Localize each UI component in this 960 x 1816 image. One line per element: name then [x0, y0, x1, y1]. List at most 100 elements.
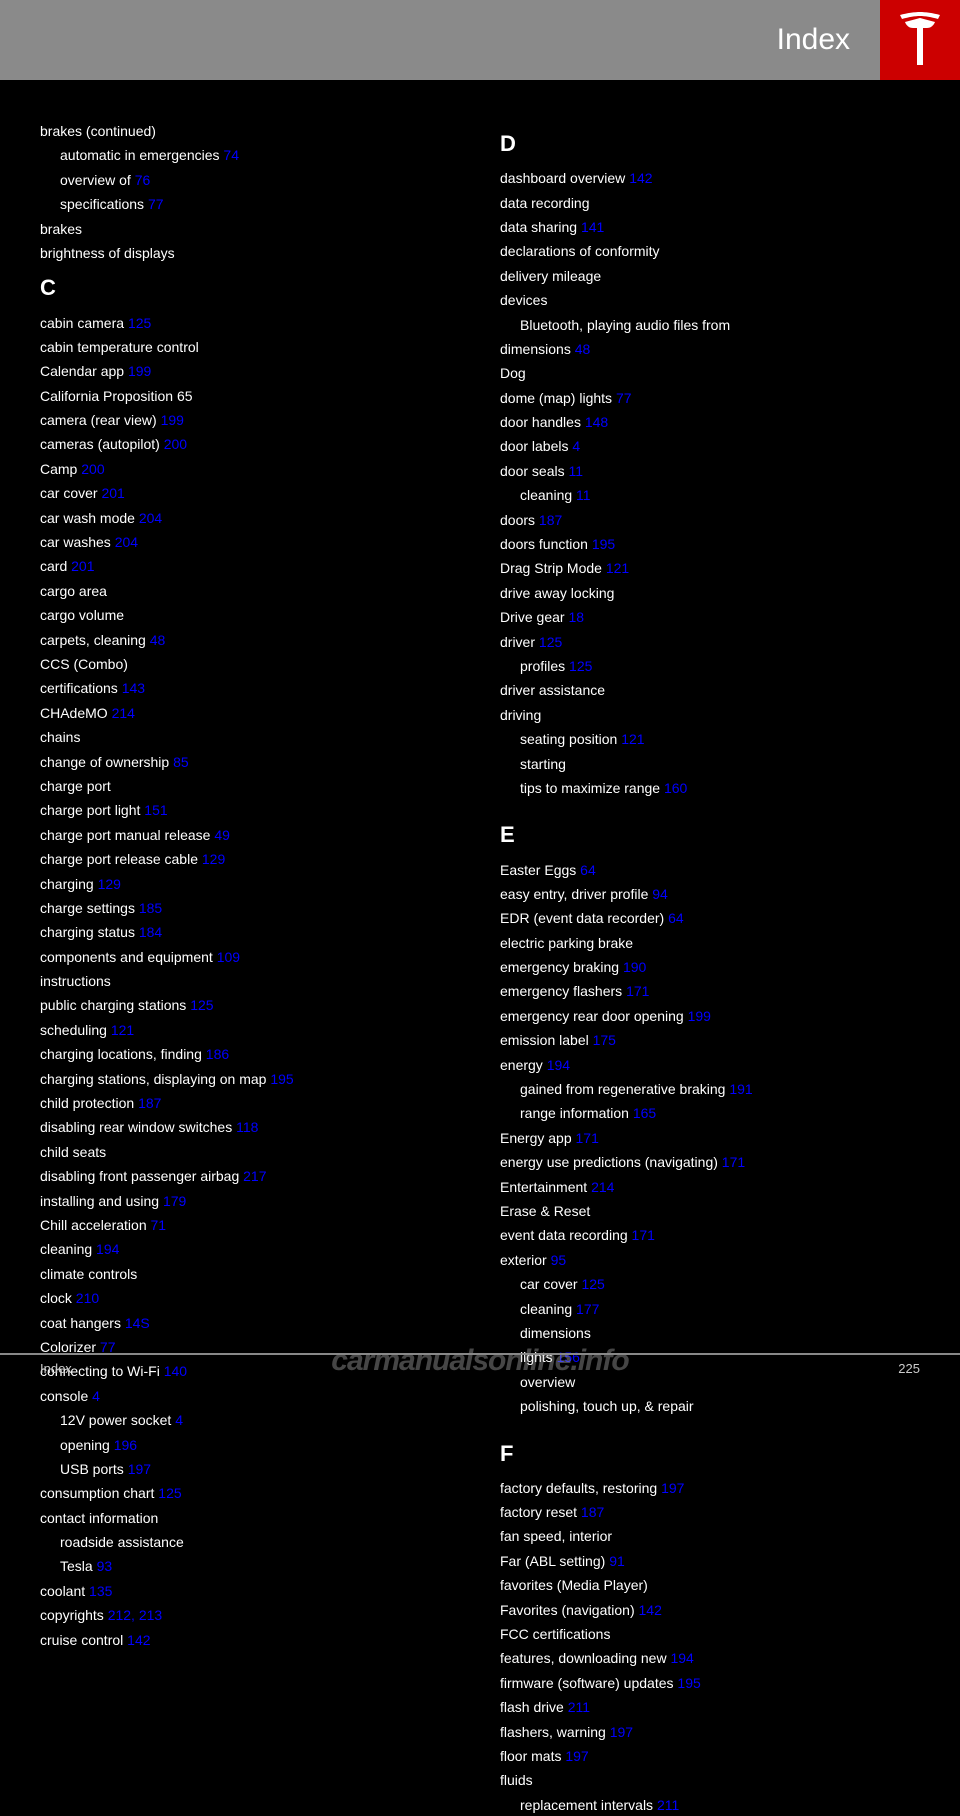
- page-ref[interactable]: 194: [96, 1241, 119, 1257]
- page-ref[interactable]: 135: [89, 1583, 112, 1599]
- page-ref[interactable]: 129: [202, 851, 225, 867]
- page-ref[interactable]: 77: [616, 390, 632, 406]
- page-ref[interactable]: 142: [629, 170, 652, 186]
- page-ref[interactable]: 217: [243, 1168, 266, 1184]
- entry-text: data sharing: [500, 219, 577, 235]
- entry-text: energy: [500, 1057, 543, 1073]
- page-ref[interactable]: 171: [626, 983, 649, 999]
- page-ref[interactable]: 151: [144, 802, 167, 818]
- page-ref[interactable]: 165: [633, 1105, 656, 1121]
- page-ref[interactable]: 125: [539, 634, 562, 650]
- page-ref[interactable]: 211: [657, 1797, 679, 1813]
- page-ref[interactable]: 186: [206, 1046, 229, 1062]
- page-ref[interactable]: 142: [639, 1602, 662, 1618]
- page-ref[interactable]: 210: [76, 1290, 99, 1306]
- page-ref[interactable]: 204: [139, 510, 162, 526]
- page-ref[interactable]: 125: [581, 1276, 604, 1292]
- page-ref[interactable]: 48: [150, 632, 166, 648]
- page-ref[interactable]: 118: [236, 1119, 258, 1135]
- page-ref[interactable]: 14S: [125, 1315, 150, 1331]
- page-ref[interactable]: 191: [729, 1081, 752, 1097]
- page-ref[interactable]: 199: [161, 412, 184, 428]
- page-ref[interactable]: 125: [158, 1485, 181, 1501]
- page-ref[interactable]: 64: [580, 862, 596, 878]
- page-ref[interactable]: 211: [568, 1699, 590, 1715]
- page-ref[interactable]: 11: [568, 463, 583, 479]
- page-ref[interactable]: 95: [551, 1252, 567, 1268]
- page-ref[interactable]: 125: [128, 315, 151, 331]
- entry-text: USB ports: [60, 1461, 124, 1477]
- page-ref[interactable]: 125: [569, 658, 592, 674]
- page-ref[interactable]: 91: [609, 1553, 625, 1569]
- page-ref[interactable]: 4: [175, 1412, 183, 1428]
- page-ref[interactable]: 175: [593, 1032, 616, 1048]
- page-ref[interactable]: 77: [148, 196, 164, 212]
- page-ref[interactable]: 200: [164, 436, 187, 452]
- page-ref[interactable]: 199: [128, 363, 151, 379]
- page-ref[interactable]: 197: [661, 1480, 684, 1496]
- page-ref[interactable]: 121: [606, 560, 629, 576]
- page-ref[interactable]: 197: [565, 1748, 588, 1764]
- page-ref[interactable]: 11: [576, 487, 591, 503]
- page-ref[interactable]: 129: [98, 876, 121, 892]
- page-ref[interactable]: 74: [223, 147, 239, 163]
- page-ref[interactable]: 49: [214, 827, 230, 843]
- entry-text: emission label: [500, 1032, 589, 1048]
- page-ref[interactable]: 200: [81, 461, 104, 477]
- page-ref[interactable]: 121: [111, 1022, 134, 1038]
- page-ref[interactable]: 201: [71, 558, 94, 574]
- page-ref[interactable]: 171: [722, 1154, 745, 1170]
- page-ref[interactable]: 93: [97, 1558, 113, 1574]
- entry-text: cabin camera: [40, 315, 124, 331]
- entry-text: 12V power socket: [60, 1412, 171, 1428]
- page-ref[interactable]: 187: [581, 1504, 604, 1520]
- page-ref[interactable]: 185: [139, 900, 162, 916]
- page-ref[interactable]: 197: [610, 1724, 633, 1740]
- page-ref[interactable]: 121: [621, 731, 644, 747]
- page-ref[interactable]: 109: [217, 949, 240, 965]
- page-ref[interactable]: 48: [575, 341, 591, 357]
- page-ref[interactable]: 194: [670, 1650, 693, 1666]
- entry-text: scheduling: [40, 1022, 107, 1038]
- entry-text: flashers, warning: [500, 1724, 606, 1740]
- page-ref[interactable]: 125: [190, 997, 213, 1013]
- page-ref[interactable]: 179: [163, 1193, 186, 1209]
- page-ref[interactable]: 4: [572, 438, 580, 454]
- page-ref[interactable]: 71: [151, 1217, 167, 1233]
- page-ref[interactable]: 85: [173, 754, 189, 770]
- page-ref[interactable]: 142: [127, 1632, 150, 1648]
- page-ref[interactable]: 64: [668, 910, 684, 926]
- page-ref[interactable]: 214: [591, 1179, 614, 1195]
- index-entry: contact information: [40, 1507, 460, 1529]
- page-ref[interactable]: 195: [270, 1071, 293, 1087]
- page-ref[interactable]: 18: [568, 609, 584, 625]
- page-ref[interactable]: 196: [114, 1437, 137, 1453]
- page-ref[interactable]: 212, 213: [108, 1607, 163, 1623]
- page-ref[interactable]: 195: [677, 1675, 700, 1691]
- index-entry: factory defaults, restoring 197: [500, 1477, 920, 1499]
- index-entry: energy use predictions (navigating) 171: [500, 1151, 920, 1173]
- page-ref[interactable]: 177: [576, 1301, 599, 1317]
- page-ref[interactable]: 195: [592, 536, 615, 552]
- page-ref[interactable]: 197: [128, 1461, 151, 1477]
- page-ref[interactable]: 160: [664, 780, 687, 796]
- page-ref[interactable]: 190: [623, 959, 646, 975]
- page-ref[interactable]: 141: [581, 219, 604, 235]
- page-ref[interactable]: 194: [547, 1057, 570, 1073]
- entry-text: gained from regenerative braking: [520, 1081, 725, 1097]
- page-ref[interactable]: 143: [122, 680, 145, 696]
- page-ref[interactable]: 76: [135, 172, 151, 188]
- page-ref[interactable]: 94: [652, 886, 668, 902]
- page-ref[interactable]: 199: [688, 1008, 711, 1024]
- page-ref[interactable]: 187: [138, 1095, 161, 1111]
- page-ref[interactable]: 187: [539, 512, 562, 528]
- page-ref[interactable]: 184: [139, 924, 162, 940]
- index-entry: coolant 135: [40, 1580, 460, 1602]
- page-ref[interactable]: 171: [576, 1130, 599, 1146]
- page-ref[interactable]: 171: [632, 1227, 655, 1243]
- page-ref[interactable]: 201: [101, 485, 124, 501]
- page-ref[interactable]: 214: [112, 705, 135, 721]
- entry-text: Entertainment: [500, 1179, 587, 1195]
- page-ref[interactable]: 204: [115, 534, 138, 550]
- page-ref[interactable]: 148: [585, 414, 608, 430]
